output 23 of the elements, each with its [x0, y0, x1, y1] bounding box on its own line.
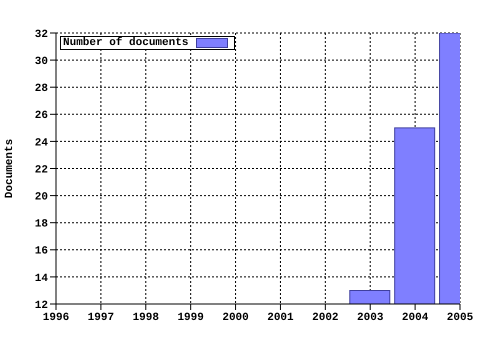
- x-tick-label: 2003: [357, 312, 384, 324]
- y-tick-label: 32: [34, 28, 48, 41]
- y-tick-label: 26: [34, 110, 48, 122]
- legend-label: Number of documents: [63, 37, 188, 49]
- x-tick-label: 1997: [88, 312, 114, 324]
- x-tick-label: 2000: [222, 312, 249, 324]
- y-tick-label: 30: [34, 56, 48, 68]
- x-tick-label: 1996: [42, 312, 70, 324]
- x-tick-label: 1998: [132, 312, 160, 324]
- y-tick-label: 22: [34, 164, 48, 176]
- y-tick-label: 18: [34, 218, 48, 231]
- x-tick-label: 2004: [402, 312, 429, 324]
- x-tick-label: 2002: [312, 312, 339, 324]
- y-tick-label: 20: [34, 192, 48, 204]
- y-tick-label: 14: [34, 272, 48, 285]
- y-tick-label: 28: [34, 83, 48, 96]
- y-tick-label: 24: [34, 137, 48, 150]
- y-axis-title: Documents: [4, 138, 16, 198]
- y-tick-label: 16: [34, 246, 48, 258]
- x-tick-label: 2001: [267, 312, 294, 324]
- x-tick-label: 1999: [177, 312, 204, 324]
- x-tick-label: 2005: [446, 312, 474, 324]
- y-tick-label: 12: [34, 300, 48, 312]
